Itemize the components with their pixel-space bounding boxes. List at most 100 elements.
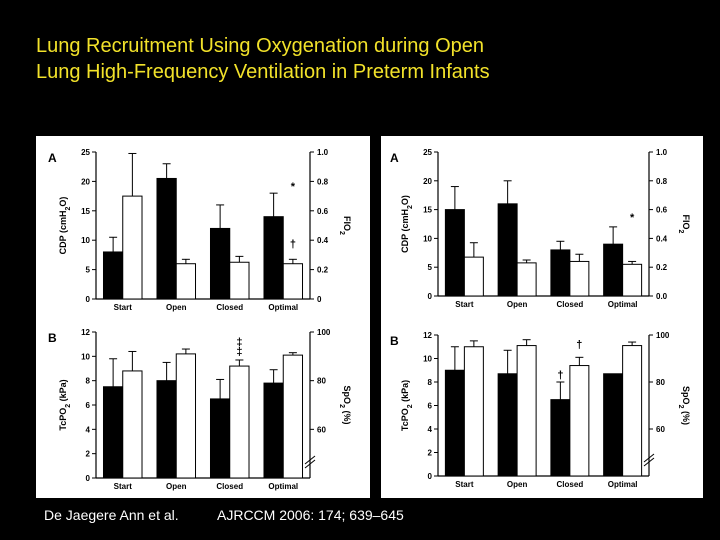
right-tick-label: 60 <box>317 425 326 434</box>
right-axis-title: SpO2 (%) <box>339 386 353 425</box>
bar <box>603 243 624 297</box>
category-label: Start <box>455 480 474 489</box>
category-label: Closed <box>216 303 243 312</box>
left-axis-title: TcPO2 (kPa) <box>58 379 72 430</box>
figure-panel-left: A 0 5 10 15 20 25 0 0.2 0.4 0.6 0.8 1.0 CDP (cmH2O) FI… <box>36 136 370 498</box>
bar <box>622 345 643 477</box>
bar <box>622 263 643 297</box>
left-tick-label: 10 <box>81 236 90 245</box>
panel-letter: B <box>48 331 57 345</box>
left-tick-label: 2 <box>428 449 433 458</box>
bar <box>263 382 284 479</box>
citation-journal: AJRCCM 2006: 174; 639–645 <box>217 507 404 523</box>
left-tick-label: 20 <box>423 177 432 186</box>
bar <box>497 203 518 297</box>
bar <box>516 345 537 477</box>
significance-marker: * <box>630 212 635 224</box>
title-line-1: Lung Recruitment Using Oxygenation durin… <box>36 35 485 57</box>
category-label: Start <box>114 482 133 491</box>
left-tick-label: 0 <box>428 472 433 481</box>
bar <box>175 263 197 300</box>
bar <box>102 251 124 300</box>
slide-title: Lung Recruitment Using Oxygenation durin… <box>36 33 696 85</box>
bar <box>569 365 590 477</box>
category-label: Open <box>507 300 528 309</box>
bar <box>282 263 304 300</box>
left-tick-label: 6 <box>428 402 433 411</box>
category-label: Closed <box>557 300 584 309</box>
left-tick-label: 12 <box>423 331 432 340</box>
right-axis-title: FIO2 <box>339 216 353 235</box>
left-tick-label: 15 <box>423 206 432 215</box>
axis-break-mark <box>643 457 655 467</box>
bar <box>463 346 484 477</box>
bar <box>263 216 284 300</box>
significance-marker: * <box>291 181 296 193</box>
left-tick-label: 12 <box>81 328 90 337</box>
significance-marker: ‡ <box>236 346 242 358</box>
chart-left-b: B 0 2 4 6 8 10 12 60 80 100 TcPO2 (kPa) SpO2 (%) Star… <box>48 328 352 491</box>
right-axis-title: FIO2 <box>678 215 692 234</box>
chart-left-a: A 0 5 10 15 20 25 0 0.2 0.4 0.6 0.8 1.0 CDP (cmH2O) FI… <box>48 148 352 312</box>
right-axis-title: SpO2 (%) <box>678 386 692 425</box>
right-tick-label: 0.4 <box>317 236 329 245</box>
bar <box>122 195 143 300</box>
bar <box>569 260 590 297</box>
left-tick-label: 10 <box>81 352 90 361</box>
bar <box>209 227 231 300</box>
category-label: Optimal <box>608 300 638 309</box>
category-label: Start <box>114 303 133 312</box>
bar <box>175 353 197 479</box>
left-tick-label: 15 <box>81 207 90 216</box>
category-label: Open <box>166 303 187 312</box>
bar <box>122 370 143 479</box>
left-tick-label: 4 <box>428 425 433 434</box>
right-tick-label: 0.6 <box>317 207 329 216</box>
significance-marker: † <box>576 339 582 351</box>
left-axis-title: CDP (cmH2O) <box>58 197 72 255</box>
left-tick-label: 25 <box>81 148 90 157</box>
bar <box>156 380 177 479</box>
right-tick-label: 0.8 <box>656 177 668 186</box>
right-tick-label: 0.4 <box>656 234 668 243</box>
right-tick-label: 60 <box>656 425 665 434</box>
significance-marker: † <box>557 369 563 381</box>
right-tick-label: 100 <box>317 328 331 337</box>
category-label: Optimal <box>268 482 298 491</box>
bar <box>444 369 465 477</box>
right-tick-label: 1.0 <box>656 148 668 157</box>
right-tick-label: 100 <box>656 331 670 340</box>
left-tick-label: 2 <box>86 450 91 459</box>
bar <box>603 373 624 477</box>
right-tick-label: 80 <box>317 377 326 386</box>
left-tick-label: 5 <box>428 263 433 272</box>
left-tick-label: 25 <box>423 148 432 157</box>
chart-right-b: B 0 2 4 6 8 10 12 60 80 100 TcPO2 (kPa) SpO2 (%) Star… <box>390 331 691 489</box>
right-tick-label: 0 <box>317 295 322 304</box>
left-tick-label: 0 <box>86 474 91 483</box>
left-tick-label: 8 <box>86 377 91 386</box>
left-tick-label: 0 <box>428 292 433 301</box>
right-tick-label: 1.0 <box>317 148 329 157</box>
bar <box>516 262 537 297</box>
axis-break-mark <box>643 453 655 463</box>
bar <box>282 354 304 479</box>
left-tick-label: 20 <box>81 177 90 186</box>
right-tick-label: 0.8 <box>317 177 329 186</box>
bar <box>463 256 484 297</box>
chart-right-a: A 0 5 10 15 20 25 0.0 0.2 0.4 0.6 0.8 1.0 CDP (cmH2O)… <box>390 148 691 309</box>
axis-break-mark <box>304 455 316 465</box>
bar <box>550 249 571 297</box>
right-tick-label: 0.2 <box>317 266 329 275</box>
panel-letter: B <box>390 334 399 348</box>
panel-letter: A <box>48 151 57 165</box>
significance-marker: ‡ <box>236 336 242 348</box>
right-tick-label: 80 <box>656 378 665 387</box>
right-tick-label: 0.2 <box>656 263 668 272</box>
category-label: Optimal <box>608 480 638 489</box>
left-tick-label: 10 <box>423 355 432 364</box>
left-tick-label: 6 <box>86 401 91 410</box>
category-label: Start <box>455 300 474 309</box>
